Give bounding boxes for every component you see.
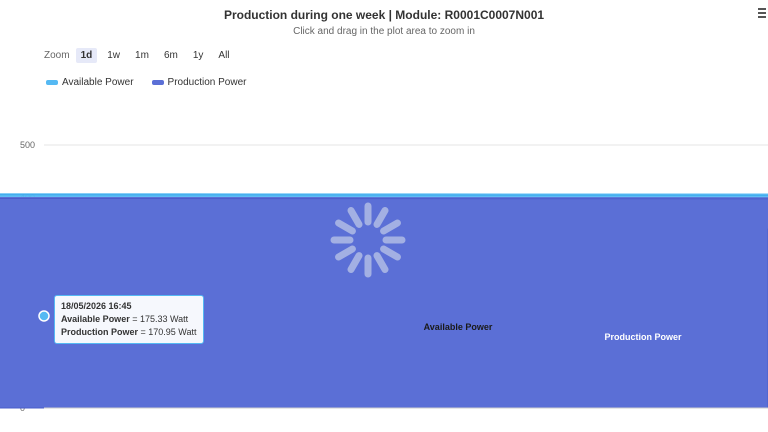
legend-label-available-power: Available Power: [62, 77, 134, 88]
zoom-button-1m[interactable]: 1m: [135, 50, 149, 61]
y-tick-label: 500: [20, 140, 35, 150]
chart-menu-icon[interactable]: [758, 8, 766, 20]
zoom-bar: Zoom 1d 1w 1m 6m 1y All: [44, 48, 240, 63]
zoom-label: Zoom: [44, 50, 70, 61]
zoom-button-1y[interactable]: 1y: [192, 50, 204, 61]
tooltip: 18/05/2026 16:45 Available Power = 175.3…: [54, 295, 204, 344]
tooltip-label-available: Available Power: [61, 314, 130, 324]
chart-title: Production during one week | Module: R00…: [223, 8, 545, 22]
tooltip-value-available: 175.33 Watt: [139, 314, 189, 324]
chart-subtitle: Click and drag in the plot area to zoom …: [293, 26, 475, 37]
annotation-production-power: Production Power: [604, 332, 682, 342]
tooltip-date: 18/05/2026 16:45: [61, 301, 132, 311]
tooltip-value-production: 170.95 Watt: [148, 327, 197, 337]
legend-label-production-power: Production Power: [167, 77, 247, 88]
series-area-production-power[interactable]: [0, 153, 768, 409]
legend-swatch-available-power: [46, 80, 58, 85]
legend-item-production-power[interactable]: Production Power: [151, 77, 247, 88]
legend-swatch-production-power: [151, 80, 164, 85]
legend-item-available-power[interactable]: Available Power: [46, 77, 134, 88]
zoom-button-all[interactable]: All: [218, 50, 230, 61]
zoom-button-1d[interactable]: 1d: [75, 48, 98, 63]
annotation-available-power: Available Power: [424, 322, 493, 332]
legend: Available Power Production Power: [46, 77, 264, 88]
zoom-button-1w[interactable]: 1w: [107, 50, 121, 61]
tooltip-label-production: Production Power: [61, 327, 139, 337]
hover-point-available: [38, 310, 50, 322]
loading-spinner-icon: [330, 202, 406, 278]
zoom-button-6m[interactable]: 6m: [163, 50, 178, 61]
